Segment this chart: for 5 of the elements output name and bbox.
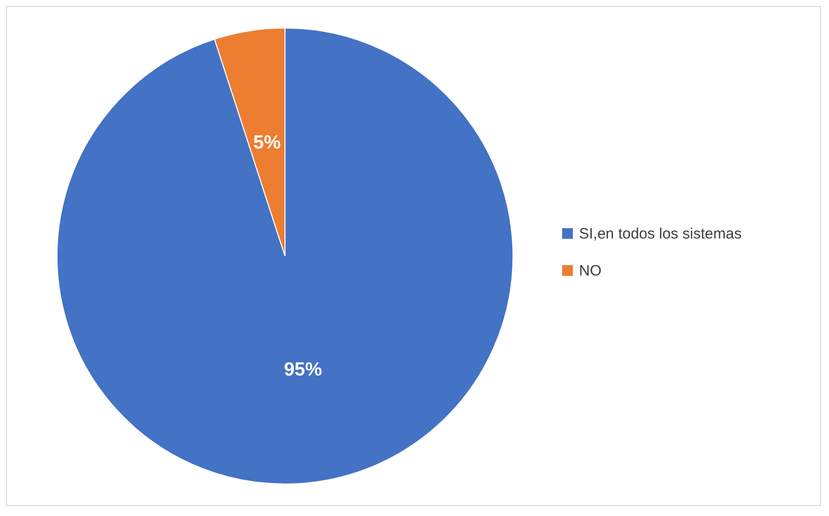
data-label: 95% [284, 360, 322, 381]
legend-label: NO [579, 262, 602, 280]
pie-slice [56, 28, 514, 484]
data-label: 5% [253, 132, 281, 154]
legend-label: SI,en todos los sistemas [579, 226, 742, 242]
